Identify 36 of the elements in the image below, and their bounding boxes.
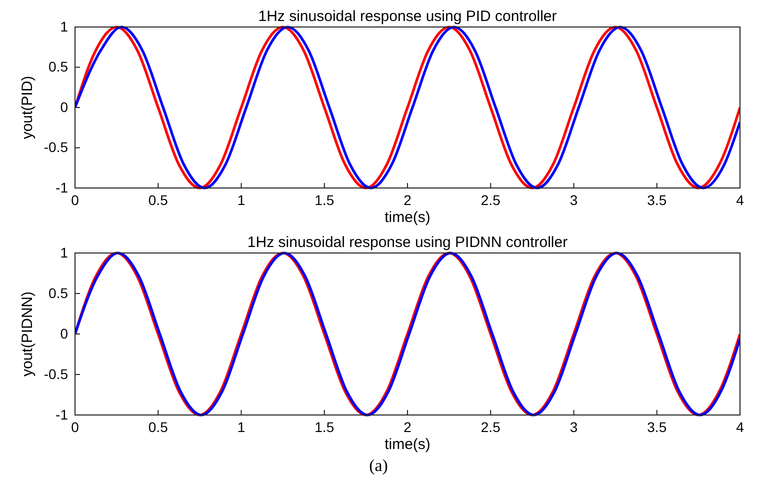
x-tick-label: 1.5 bbox=[314, 418, 334, 435]
x-tick-label: 4 bbox=[736, 418, 744, 435]
x-tick-label: 3.5 bbox=[647, 192, 667, 208]
y-tick-label: -1 bbox=[56, 179, 68, 196]
line-series bbox=[75, 26, 740, 190]
chart-title: 1Hz sinusoidal response using PIDNN controller bbox=[247, 234, 568, 251]
y-axis-title: yout(PIDNN) bbox=[19, 291, 36, 377]
y-tick-label: 0 bbox=[60, 98, 68, 115]
x-tick-label: 0 bbox=[71, 418, 80, 435]
y-tick-label: 0 bbox=[60, 325, 68, 342]
x-axis-title: time(s) bbox=[384, 209, 430, 226]
y-tick-label: 1 bbox=[60, 18, 68, 34]
x-tick-label: 4 bbox=[736, 192, 744, 208]
y-axis-title: yout(PID) bbox=[19, 76, 36, 140]
y-tick-label: -0.5 bbox=[44, 366, 68, 382]
x-axis-title: time(s) bbox=[384, 436, 430, 453]
x-tick-label: 3 bbox=[570, 418, 578, 435]
x-tick-label: 2 bbox=[404, 192, 412, 208]
x-tick-label: 1 bbox=[237, 418, 246, 435]
x-tick-label: 2 bbox=[404, 418, 412, 435]
x-tick-label: 0.5 bbox=[148, 192, 168, 208]
x-tick-label: 0 bbox=[71, 192, 80, 208]
x-tick-label: 0.5 bbox=[148, 418, 168, 435]
y-tick-label: -0.5 bbox=[44, 139, 68, 156]
y-tick-label: 0.5 bbox=[48, 58, 68, 75]
x-tick-label: 2.5 bbox=[480, 192, 501, 208]
x-tick-label: 3 bbox=[570, 192, 578, 208]
chart-title: 1Hz sinusoidal response using PID controller bbox=[258, 8, 557, 25]
x-tick-label: 2.5 bbox=[480, 418, 501, 435]
x-tick-label: 3.5 bbox=[647, 418, 667, 435]
x-tick-label: 1.5 bbox=[314, 192, 334, 208]
x-tick-label: 1 bbox=[237, 192, 246, 208]
y-tick-label: 1 bbox=[60, 244, 68, 260]
text: (a) bbox=[369, 456, 388, 475]
y-tick-label: -1 bbox=[56, 406, 68, 422]
y-tick-label: 0.5 bbox=[48, 284, 68, 301]
